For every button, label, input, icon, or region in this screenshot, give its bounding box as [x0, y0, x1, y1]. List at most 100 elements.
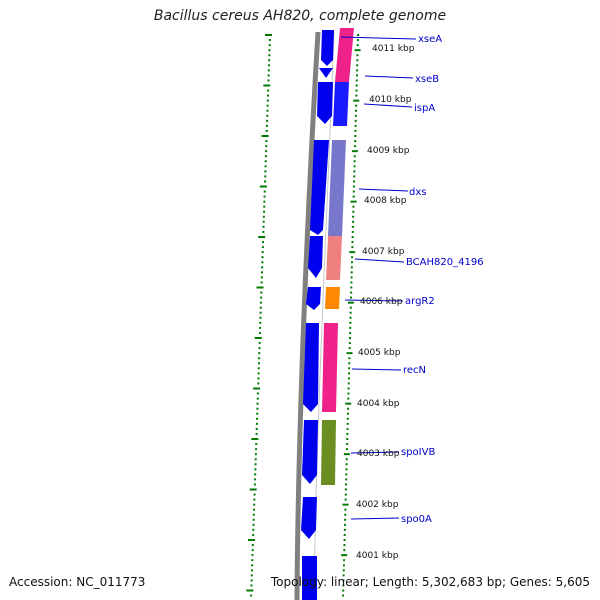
- left-minor-tick: [261, 261, 264, 264]
- left-minor-tick: [254, 453, 257, 456]
- ruler-minor-tick: [349, 321, 352, 324]
- ruler-minor-tick: [343, 539, 346, 541]
- left-minor-tick: [257, 362, 260, 365]
- left-minor-tick: [267, 74, 270, 77]
- left-minor-tick: [266, 94, 269, 97]
- left-major-tick: [263, 84, 271, 87]
- gene-label-ispa: ispA: [414, 103, 435, 114]
- left-minor-tick: [262, 241, 265, 244]
- ruler-minor-tick: [357, 34, 359, 36]
- left-minor-tick: [256, 417, 259, 420]
- left-minor-tick: [266, 109, 269, 112]
- left-minor-tick: [250, 594, 253, 597]
- left-minor-tick: [264, 180, 267, 183]
- ruler-minor-tick: [354, 129, 357, 132]
- left-major-tick: [247, 539, 255, 541]
- left-minor-tick: [251, 564, 254, 567]
- left-minor-tick: [250, 569, 253, 572]
- left-minor-tick: [263, 195, 266, 198]
- ruler-minor-tick: [346, 438, 349, 440]
- ruler-major-tick: [345, 402, 352, 405]
- left-minor-tick: [252, 518, 255, 521]
- ruler-minor-tick: [346, 432, 349, 435]
- gene-label-argr2: argR2: [405, 296, 435, 307]
- left-minor-tick: [250, 574, 253, 577]
- accession-text: Accession: NC_011773: [9, 575, 146, 589]
- left-minor-tick: [254, 468, 257, 471]
- left-minor-tick: [265, 124, 268, 127]
- topology-summary: Topology: linear; Length: 5,302,683 bp; …: [270, 575, 590, 589]
- gene-label-spo0a: spo0A: [401, 514, 432, 525]
- left-minor-tick: [257, 372, 260, 375]
- left-minor-tick: [267, 89, 270, 92]
- left-minor-tick: [258, 352, 261, 355]
- ruler-major-tick: [354, 49, 361, 52]
- ruler-minor-tick: [352, 185, 355, 188]
- ruler-minor-tick: [348, 372, 351, 375]
- ruler-minor-tick: [354, 119, 357, 122]
- gene-label-xsea: xseA: [418, 34, 442, 45]
- left-minor-tick: [253, 503, 256, 506]
- left-minor-tick: [260, 276, 263, 279]
- ruler-minor-tick: [342, 584, 345, 587]
- ruler-minor-tick: [343, 523, 346, 526]
- left-minor-tick: [254, 458, 257, 461]
- left-major-tick: [261, 135, 269, 137]
- gene-label-recn: recN: [403, 365, 426, 376]
- ruler-minor-tick: [352, 215, 355, 218]
- ruler-major-tick: [341, 554, 348, 557]
- left-minor-tick: [261, 251, 264, 254]
- ruler-minor-tick: [354, 140, 357, 143]
- ruler-minor-tick: [344, 508, 347, 511]
- ruler-axis: [341, 34, 361, 597]
- gene-arrow-next: [302, 556, 317, 600]
- ruler-minor-tick: [348, 367, 351, 370]
- ruler-labels: 4011 kbp 4010 kbp 4009 kbp 4008 kbp 4007…: [356, 44, 415, 561]
- left-minor-tick: [267, 64, 270, 67]
- ruler-minor-tick: [345, 448, 348, 451]
- left-minor-tick: [255, 422, 258, 425]
- left-minor-tick: [259, 311, 262, 314]
- ruler-minor-tick: [355, 79, 358, 82]
- ruler-minor-tick: [350, 266, 353, 269]
- ruler-major-tick: [353, 99, 360, 102]
- left-minor-tick: [262, 220, 265, 223]
- ruler-minor-tick: [354, 135, 357, 137]
- gene-leader-lines: [340, 36, 417, 520]
- ruler-minor-tick: [355, 84, 358, 87]
- ruler-label-4006: 4006 kbp: [360, 297, 403, 307]
- left-minor-tick: [250, 584, 253, 587]
- left-minor-tick: [253, 483, 256, 486]
- left-minor-tick: [258, 357, 261, 360]
- left-major-tick: [256, 286, 264, 289]
- left-minor-tick: [259, 316, 262, 319]
- left-minor-tick: [264, 165, 267, 168]
- ruler-minor-tick: [343, 528, 346, 531]
- category-block-bcah820-4196: [326, 236, 342, 280]
- left-minor-tick: [254, 478, 257, 481]
- left-major-tick: [253, 387, 261, 390]
- ruler-minor-tick: [353, 180, 356, 183]
- ruler-minor-tick: [349, 316, 352, 319]
- left-minor-tick: [261, 266, 264, 269]
- ruler-label-4003: 4003 kbp: [357, 449, 400, 459]
- category-block-spoivb: [321, 420, 336, 485]
- left-minor-tick: [252, 523, 255, 526]
- ruler-label-4001: 4001 kbp: [356, 551, 399, 561]
- left-major-tick: [249, 488, 257, 491]
- ruler-minor-tick: [356, 69, 359, 72]
- ruler-minor-tick: [356, 54, 359, 57]
- left-minor-tick: [261, 271, 264, 274]
- ruler-major-tick: [342, 503, 349, 506]
- left-major-tick: [258, 236, 266, 238]
- ruler-minor-tick: [347, 382, 350, 385]
- ruler-minor-tick: [355, 89, 358, 92]
- ruler-minor-tick: [348, 362, 351, 365]
- left-minor-tick: [251, 549, 254, 552]
- left-minor-tick: [263, 190, 266, 193]
- left-minor-tick: [260, 281, 263, 284]
- ruler-minor-tick: [346, 443, 349, 446]
- left-minor-tick: [255, 448, 258, 451]
- ruler-minor-tick: [348, 337, 351, 339]
- ruler-minor-tick: [349, 311, 352, 314]
